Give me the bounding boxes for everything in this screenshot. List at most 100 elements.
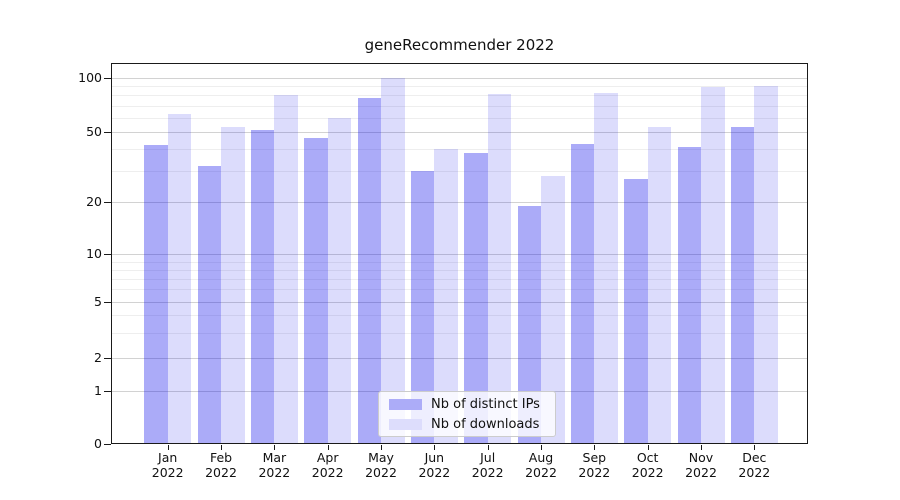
chart-title: geneRecommender 2022 [364, 36, 555, 54]
x-axis-tick-mark [647, 445, 649, 450]
bar-downloads [434, 149, 458, 445]
y-axis-tick-label: 1 [94, 382, 102, 398]
bar-distinct-ips [624, 179, 648, 445]
bar-distinct-ips [197, 166, 222, 445]
x-axis-tick-mark [167, 445, 169, 450]
x-axis-tick-label: Jul 2022 [458, 450, 518, 480]
gridline-minor [111, 333, 808, 335]
x-axis-tick-mark [274, 445, 276, 450]
bar-downloads [381, 78, 405, 445]
y-axis-tick-label: 10 [86, 246, 102, 262]
bar-distinct-ips [250, 130, 275, 445]
gridline-minor [111, 289, 808, 291]
bar-downloads [701, 87, 725, 445]
gridline-minor [111, 171, 808, 173]
bar-distinct-ips [517, 206, 541, 445]
y-axis-tick-label: 100 [78, 70, 102, 85]
x-axis-tick-label-year: 2022 [205, 465, 237, 481]
y-axis-tick-label: 50 [86, 124, 102, 139]
gridline-major [111, 132, 808, 133]
x-axis-tick-mark [221, 445, 223, 450]
plot-area [111, 63, 808, 445]
x-axis-tick-label-year: 2022 [738, 465, 771, 481]
x-axis-tick-label-year: 2022 [311, 465, 344, 481]
bar-distinct-ips [464, 153, 488, 445]
x-axis-tick-label-year: 2022 [365, 465, 397, 481]
gridline-minor [111, 95, 808, 97]
x-axis-tick-label-year: 2022 [525, 465, 557, 481]
x-axis-tick-label: Jun 2022 [404, 450, 464, 480]
bar-downloads [167, 113, 192, 445]
x-axis-tick-label: Apr 2022 [298, 450, 358, 480]
bar-downloads [487, 94, 512, 445]
legend-entry: Nb of distinct IPs [389, 394, 555, 414]
x-axis-tick-label-month: Mar [262, 450, 287, 466]
y-axis-tick-mark [104, 444, 111, 446]
x-axis-tick-mark [327, 445, 329, 450]
gridline-major [111, 358, 808, 360]
x-axis-tick-label-month: Aug [528, 450, 554, 466]
gridline-major [111, 202, 808, 204]
x-axis-tick-label-month: Sep [582, 450, 607, 466]
y-axis-tick-mark [104, 78, 111, 79]
gridline-minor [111, 149, 808, 151]
gridline-minor [111, 105, 808, 107]
y-axis-tick-label: 20 [86, 194, 102, 210]
x-axis-tick-mark [381, 445, 383, 450]
bar-distinct-ips [357, 98, 382, 445]
bar-downloads [594, 93, 618, 445]
x-axis-tick-label: Feb 2022 [191, 450, 251, 480]
y-axis-tick-mark [104, 301, 111, 303]
y-axis-tick-mark [104, 390, 111, 392]
bar-distinct-ips [304, 138, 328, 445]
x-axis-tick-label: Aug 2022 [511, 450, 571, 480]
gridline-minor [111, 315, 808, 317]
x-axis-tick-mark [434, 445, 436, 450]
bar-distinct-ips [730, 127, 755, 445]
y-axis-tick-label: 5 [94, 293, 102, 309]
x-axis-tick-label: May 2022 [351, 450, 411, 480]
x-axis-tick-label-month: Dec [742, 450, 767, 466]
legend: Nb of distinct IPs Nb of downloads [378, 391, 556, 437]
x-axis-tick-label: Oct 2022 [618, 450, 678, 480]
x-axis-tick-label-year: 2022 [471, 465, 504, 481]
x-axis-tick-label-year: 2022 [258, 465, 291, 481]
gridline-minor [111, 269, 808, 271]
x-axis-tick-label-month: Jan [158, 450, 178, 466]
x-axis-tick-label: Nov 2022 [671, 450, 731, 480]
gridline-major [111, 78, 808, 79]
x-axis-tick-label-year: 2022 [151, 465, 184, 481]
x-axis-tick-label-year: 2022 [418, 465, 451, 481]
bar-downloads [274, 95, 298, 445]
gridline-minor [111, 86, 808, 88]
y-axis-tick-mark [104, 358, 111, 360]
y-axis-tick-mark [104, 132, 111, 133]
x-axis-tick-label-month: Oct [636, 450, 659, 466]
y-axis-tick-mark [104, 202, 111, 204]
x-axis-tick-label-month: Apr [316, 450, 339, 466]
gridline-major [111, 254, 808, 256]
x-axis-tick-label-month: Nov [688, 450, 714, 466]
y-axis-tick-label: 2 [94, 350, 102, 366]
x-axis-tick-mark [594, 445, 596, 450]
legend-swatch [389, 418, 422, 430]
bar-downloads [647, 127, 672, 445]
bar-downloads [754, 86, 778, 445]
bar-downloads [541, 176, 565, 445]
x-axis-tick-label-year: 2022 [685, 465, 717, 481]
bar-distinct-ips [410, 171, 435, 445]
x-axis-tick-label: Jan 2022 [138, 450, 198, 480]
legend-entry: Nb of downloads [389, 414, 555, 434]
x-axis-tick-label: Dec 2022 [724, 450, 784, 480]
bar-distinct-ips [570, 143, 595, 445]
gridline-minor [111, 261, 808, 263]
x-axis-tick-label: Mar 2022 [244, 450, 304, 480]
x-axis-tick-label-month: May [368, 450, 394, 466]
x-axis-tick-mark [541, 445, 542, 450]
x-axis-tick-mark [701, 445, 702, 450]
x-axis-tick-label-month: Feb [209, 450, 233, 466]
gridline-minor [111, 117, 808, 119]
x-axis-tick-label-year: 2022 [631, 465, 664, 481]
bar-downloads [221, 127, 245, 445]
